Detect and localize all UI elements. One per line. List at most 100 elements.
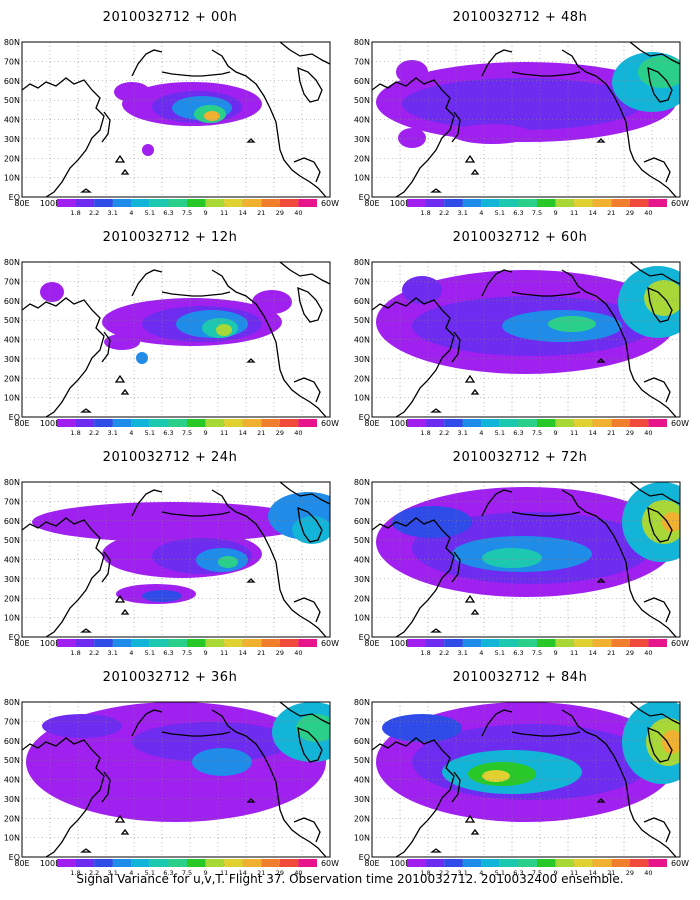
colorbar-label: 14 bbox=[239, 649, 247, 657]
colorbar-swatch bbox=[75, 859, 95, 867]
lon-tick-label: 60W bbox=[671, 859, 689, 868]
colorbar-swatch bbox=[537, 419, 556, 427]
lon-tick-label: 60W bbox=[671, 199, 689, 208]
colorbar-label: 4 bbox=[479, 869, 483, 877]
colorbar-label: 3.1 bbox=[108, 649, 118, 657]
colorbar-label: 21 bbox=[257, 209, 265, 217]
colorbar-label: 14 bbox=[239, 429, 247, 437]
colorbar-label: 1.8 bbox=[420, 429, 430, 437]
lon-tick-label: 80E bbox=[14, 639, 29, 648]
forecast-panel: 2010032712 + 00h 80N 70N 60N 50N 40N 30N 20N 10N… bbox=[0, 0, 340, 220]
lat-tick-label: EQ bbox=[359, 413, 370, 422]
colorbar: 1.8 2.2 3.1 4 5.1 6.3 7.5 9 11 14 21 29 40 bbox=[57, 859, 317, 877]
colorbar: 1.8 2.2 3.1 4 5.1 6.3 7.5 9 11 14 21 29 40 bbox=[57, 639, 317, 657]
lon-tick-label: 80E bbox=[364, 419, 379, 428]
colorbar-label: 7.5 bbox=[532, 209, 542, 217]
colorbar-label: 4 bbox=[479, 649, 483, 657]
colorbar-label: 40 bbox=[294, 429, 302, 437]
contour-region bbox=[218, 556, 238, 568]
colorbar-swatch bbox=[242, 859, 262, 867]
coastlines bbox=[22, 482, 330, 637]
colorbar-label: 1.8 bbox=[420, 649, 430, 657]
shaded-field bbox=[376, 266, 680, 374]
colorbar-label: 11 bbox=[220, 209, 228, 217]
colorbar-swatch bbox=[94, 199, 113, 207]
colorbar-swatch bbox=[648, 859, 667, 867]
panel-title: 2010032712 + 48h bbox=[452, 10, 588, 25]
panel-title: 2010032712 + 12h bbox=[102, 230, 238, 245]
panel-title: 2010032712 + 00h bbox=[102, 10, 238, 25]
colorbar-label: 6.3 bbox=[163, 429, 173, 437]
colorbar-swatch bbox=[57, 859, 76, 867]
colorbar-swatch bbox=[131, 859, 150, 867]
lat-tick-label: 30N bbox=[354, 355, 370, 364]
colorbar-swatch bbox=[131, 639, 150, 647]
colorbar-label: 4 bbox=[479, 429, 483, 437]
colorbar-swatch bbox=[537, 199, 556, 207]
coastlines bbox=[372, 42, 680, 197]
lat-tick-label: EQ bbox=[9, 633, 20, 642]
lat-tick-label: 40N bbox=[4, 556, 20, 565]
colorbar-swatch bbox=[555, 639, 575, 647]
colorbar-swatch bbox=[611, 859, 630, 867]
colorbar-swatch bbox=[537, 639, 556, 647]
lat-tick-label: 50N bbox=[354, 536, 370, 545]
colorbar-label: 11 bbox=[220, 649, 228, 657]
colorbar-label: 4 bbox=[479, 209, 483, 217]
colorbar-label: 21 bbox=[607, 429, 615, 437]
colorbar-swatch bbox=[205, 419, 225, 427]
colorbar-label: 40 bbox=[644, 869, 652, 877]
colorbar-swatch bbox=[224, 859, 243, 867]
colorbar-label: 2.2 bbox=[89, 209, 99, 217]
colorbar-label: 7.5 bbox=[532, 649, 542, 657]
contour-region bbox=[216, 324, 232, 336]
colorbar-swatch bbox=[224, 199, 243, 207]
colorbar-label: 21 bbox=[257, 649, 265, 657]
lat-tick-label: 30N bbox=[354, 795, 370, 804]
lon-tick-label: 100E bbox=[40, 199, 60, 208]
colorbar-label: 6.3 bbox=[513, 429, 523, 437]
colorbar-swatch bbox=[444, 639, 463, 647]
lon-tick-label: 100E bbox=[40, 639, 60, 648]
colorbar-swatch bbox=[168, 639, 187, 647]
lon-tick-label: 100E bbox=[40, 419, 60, 428]
colorbar-swatch bbox=[224, 419, 243, 427]
lat-tick-label: 30N bbox=[4, 795, 20, 804]
figure-caption: Signal Variance for u,v,T. Flight 37. Ob… bbox=[76, 872, 624, 886]
colorbar-label: 40 bbox=[644, 209, 652, 217]
contour-region bbox=[662, 730, 680, 754]
lat-tick-label: 60N bbox=[354, 297, 370, 306]
shaded-field bbox=[376, 702, 680, 822]
colorbar-swatch bbox=[574, 199, 593, 207]
colorbar-label: 40 bbox=[644, 649, 652, 657]
colorbar-swatch bbox=[611, 419, 630, 427]
lat-tick-label: 80N bbox=[4, 478, 20, 487]
colorbar-label: 9 bbox=[554, 869, 558, 877]
colorbar-swatch bbox=[629, 639, 649, 647]
colorbar-swatch bbox=[555, 859, 575, 867]
colorbar-swatch bbox=[481, 639, 500, 647]
colorbar-swatch bbox=[499, 199, 519, 207]
colorbar-swatch bbox=[462, 639, 482, 647]
contour-region bbox=[392, 506, 472, 538]
colorbar-label: 2.2 bbox=[439, 209, 449, 217]
lat-tick-label: 30N bbox=[4, 135, 20, 144]
colorbar-swatch bbox=[279, 639, 299, 647]
colorbar-swatch bbox=[629, 859, 649, 867]
panel-title: 2010032712 + 36h bbox=[102, 670, 238, 685]
colorbar-label: 11 bbox=[570, 209, 578, 217]
lon-tick-label: 100E bbox=[390, 199, 410, 208]
lat-tick-label: 10N bbox=[354, 614, 370, 623]
lat-tick-label: 30N bbox=[354, 135, 370, 144]
colorbar-swatch bbox=[611, 199, 630, 207]
colorbar-swatch bbox=[499, 859, 519, 867]
lat-tick-label: 50N bbox=[4, 756, 20, 765]
lat-tick-label: 50N bbox=[354, 756, 370, 765]
colorbar-swatch bbox=[279, 859, 299, 867]
variance-map: 80N70N60N50N40N30N20N10NEQ80E100E120E140… bbox=[354, 698, 689, 877]
forecast-panel: 2010032712 + 60h 80N 70N 60N 50N 40N 30N 20N 10N… bbox=[350, 220, 690, 440]
colorbar-label: 11 bbox=[570, 869, 578, 877]
colorbar-label: 40 bbox=[294, 209, 302, 217]
lat-tick-label: EQ bbox=[359, 633, 370, 642]
lat-tick-label: 50N bbox=[4, 536, 20, 545]
